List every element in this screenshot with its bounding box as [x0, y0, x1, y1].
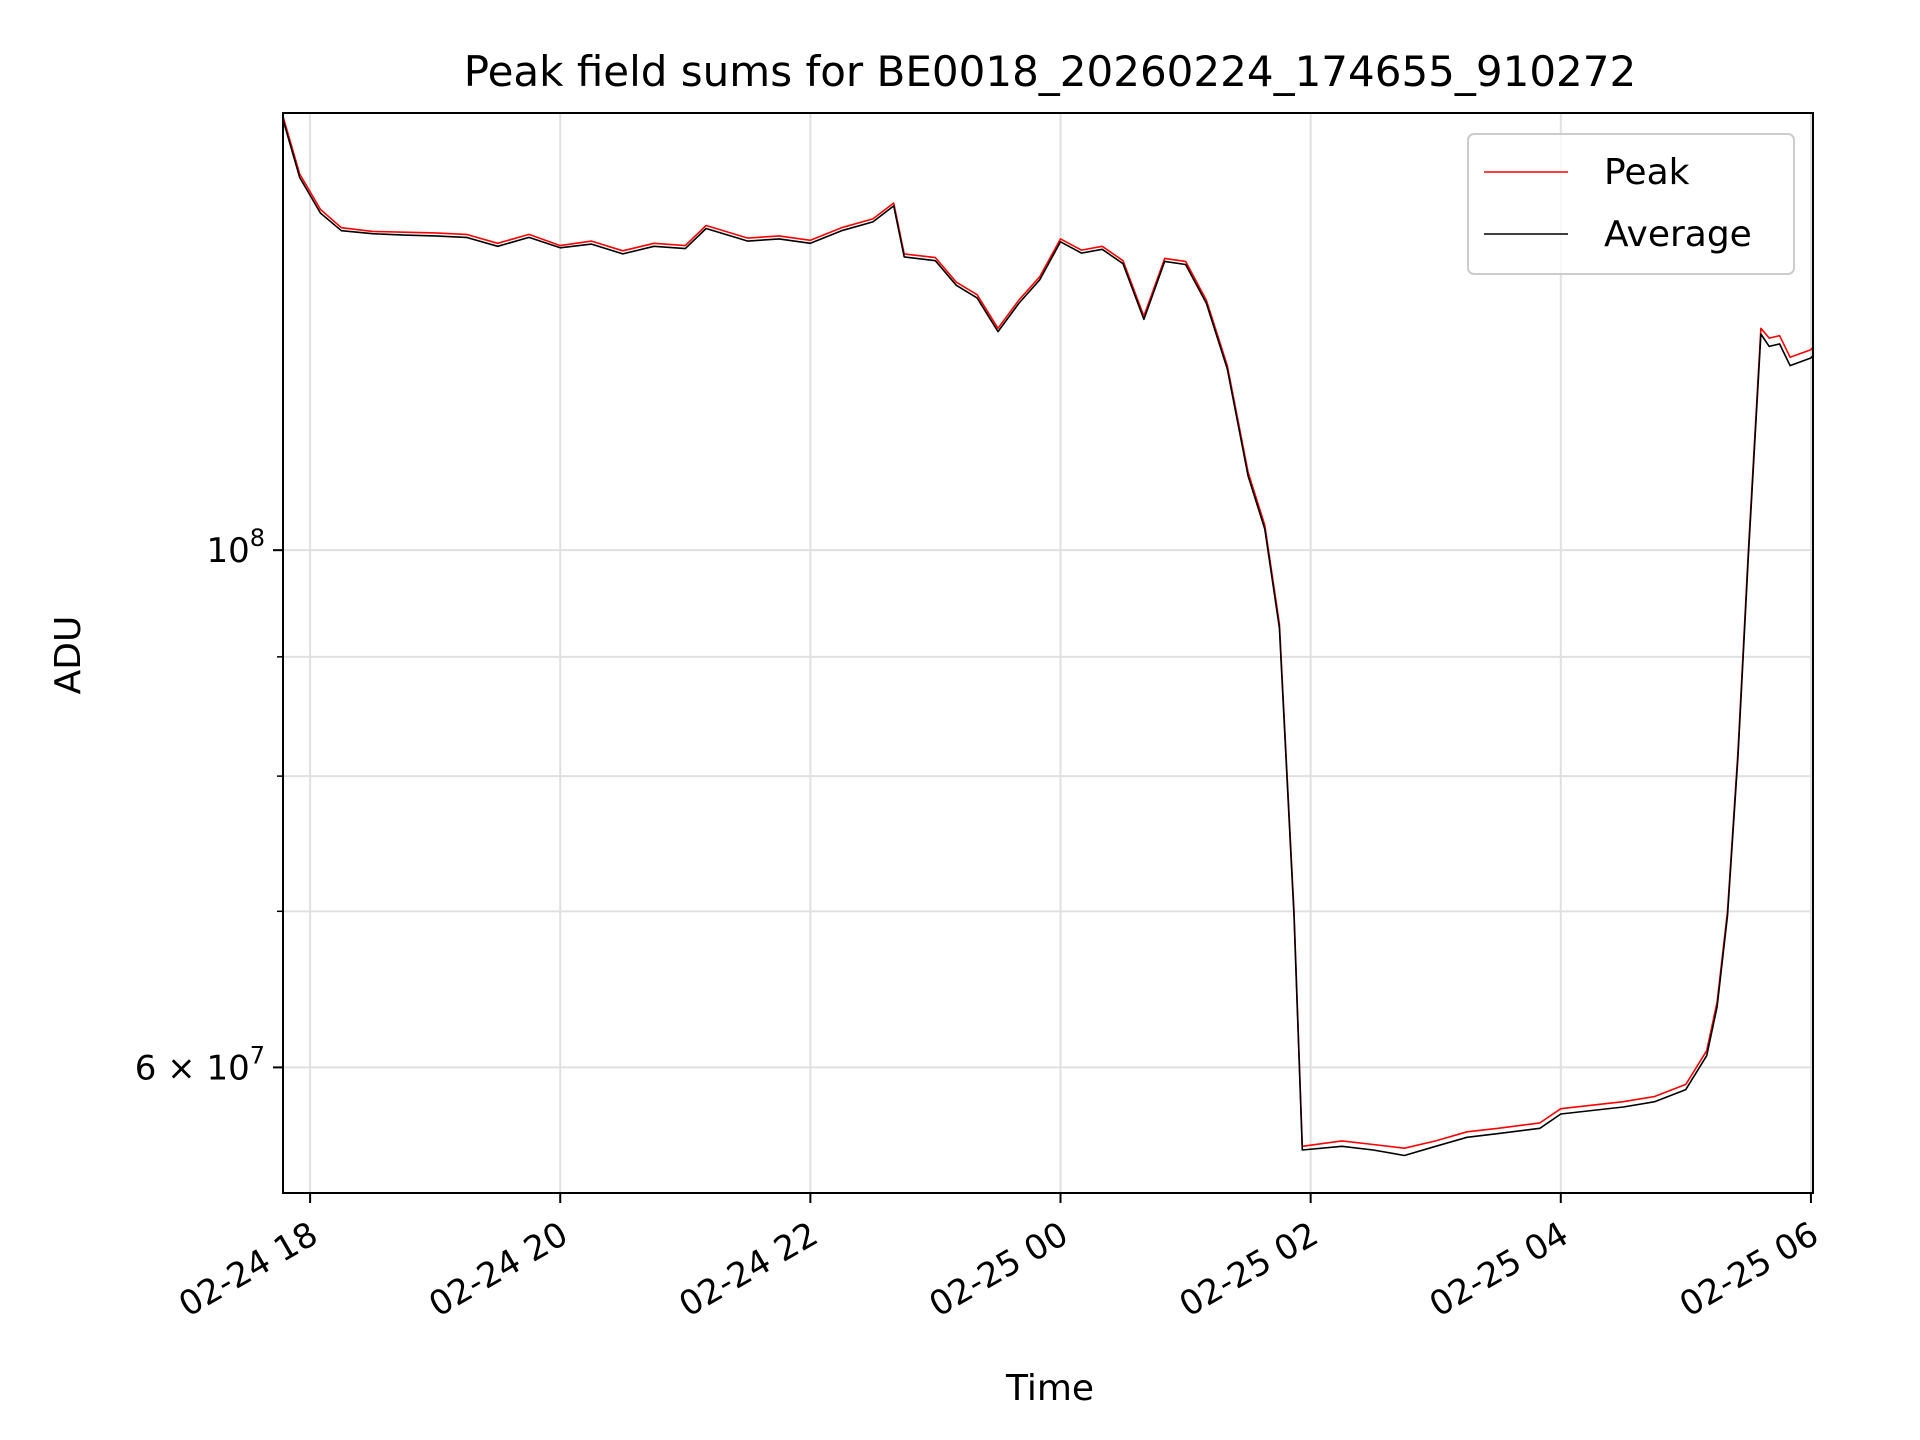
x-axis-label: Time — [1005, 1368, 1094, 1409]
series-line-average — [282, 119, 1814, 1157]
legend: Peak Average — [1467, 133, 1795, 275]
plot-frame — [282, 112, 1814, 1194]
grid-lines — [283, 113, 1813, 1193]
y-tick-label: 6 × 107 — [135, 1041, 265, 1088]
series-line-peak — [282, 116, 1814, 1149]
chart-title: Peak field sums for BE0018_20260224_1746… — [464, 47, 1636, 96]
legend-box — [1467, 133, 1795, 275]
legend-label-peak: Peak — [1604, 152, 1690, 193]
y-tick-label: 108 — [206, 524, 265, 571]
series-lines — [282, 116, 1814, 1157]
legend-label-average: Average — [1604, 214, 1752, 255]
y-axis: 6 × 107 108 — [135, 524, 283, 1088]
y-axis-label: ADU — [48, 616, 89, 695]
